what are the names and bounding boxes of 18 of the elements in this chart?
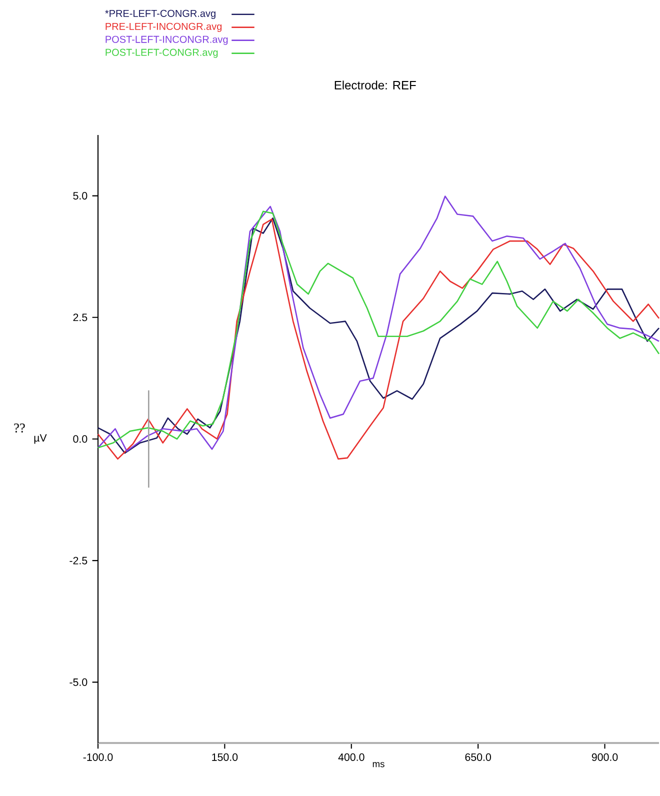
x-tick-label: 150.0: [212, 753, 238, 761]
legend-label: POST-LEFT-CONGR.avg: [106, 48, 218, 58]
legend-label: POST-LEFT-INCONGR.avg: [106, 36, 228, 45]
chart-title: Electrode: REF: [334, 80, 416, 90]
x-tick-label: -100.0: [83, 753, 113, 761]
y-axis-title: µV: [34, 434, 47, 444]
x-tick-label: 400.0: [338, 753, 364, 761]
legend-label: *PRE-LEFT-CONGR.avg: [105, 10, 216, 19]
y-tick-label: -5.0: [70, 678, 88, 686]
x-tick-label: 900.0: [592, 753, 618, 761]
y-tick-label: 5.0: [73, 192, 88, 200]
x-axis-title: ms: [372, 762, 384, 768]
y-tick-label: 0.0: [73, 435, 88, 443]
legend-label: PRE-LEFT-INCONGR.avg: [106, 22, 222, 32]
text: ??: [14, 424, 25, 433]
y-tick-label: -2.5: [70, 556, 88, 564]
y-tick-label: 2.5: [73, 314, 88, 322]
x-tick-label: 650.0: [465, 753, 492, 761]
